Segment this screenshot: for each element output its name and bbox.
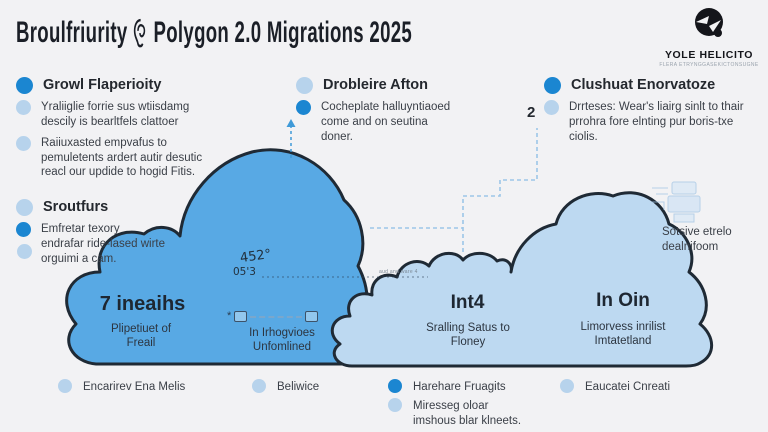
annotation-tiny-note: aud and ware 4 [379,269,418,275]
right-cloud-shape [330,191,714,368]
page-title-right: Polygon 2.0 Migrations 2025 [153,16,413,49]
section-afton: Drobleire Afton Cocheplate halluyntiaoed… [296,76,491,150]
middle-cloud-stat-label: Sralling Satus to Floney [426,322,510,349]
section-enorvatoze: Clushuat Enorvatoze Drrteses: Wear's lia… [544,76,766,150]
logo-blob-icon [695,8,723,37]
footer-label: Eaucatei Cnreati [585,381,671,393]
bullet-text: Raiiuxasted empvafus to pemuletents arde… [41,136,203,179]
up-arrow-head [286,119,296,127]
footer-label: Harehare Fruagits [413,381,506,393]
section-heading: Sroutfurs [43,199,109,215]
bullet-dot-light [388,398,402,413]
left-cloud-stat-value: 7 ineaihs [99,293,186,315]
footer-item: Harehare Fruagits Miresseg oloar imshous… [388,379,521,432]
bullet-dot-light [58,379,72,393]
brand-logo: YOLE HELICITO FLERA ETRYNGGASEKICTONSUGN… [652,6,766,68]
asterisk-icon: * [227,310,232,322]
section-heading: Clushuat Enorvatoze [571,77,716,93]
bullet-text: Drrteses: Wear's liairg sinlt to thair p… [569,101,744,143]
mini-progress-widget: * [227,310,319,322]
section-heading: Growl Flaperioity [43,77,162,93]
bullet-text: Yraliiglie forrie sus wtiisdamg descily … [41,101,190,129]
footer-item: Eaucatei Cnreati [560,379,670,398]
page-title: Broulfriurity Polygon 2.0 Migrations 202… [16,16,412,50]
bullet-dot-light [16,199,33,216]
left-cloud-stat-label: Plipetiuet of Freail [110,323,172,350]
ear-swirl-icon [133,18,146,48]
page-title-left: Broulfriurity [16,16,128,49]
left-cloud-widget-label: In Irhogvioes Unfomlined [249,327,315,354]
handwritten-annotation-bottom: 05'3 [233,266,256,278]
bullet-dot-light [16,100,31,116]
staircase-dashed-line [370,128,538,252]
widget-box-icon [234,311,248,322]
section-heading-row: Clushuat Enorvatoze [544,76,766,94]
footer-item: Encarirev Ena Melis [58,379,185,398]
bullet-item: Emfretar texory endrafar ride-lased wirt… [16,221,221,266]
bullet-dot-light [16,135,31,151]
section-heading-row: Drobleire Afton [296,76,491,94]
bullet-item: Drrteses: Wear's liairg sinlt to thair p… [544,99,766,144]
bullet-item: Cocheplate halluyntiaoed come and on seu… [296,99,491,144]
footer-label: Encarirev Ena Melis [83,381,186,393]
right-cloud-stat-label: Limorvess inrilist Imtatetland [580,321,666,348]
bullet-text: Emfretar texory endrafar ride-lased wirt… [41,223,166,265]
bullet-dot-blue [16,222,31,238]
footer-sublabel: Miresseg oloar imshous blar klneets. [413,400,522,427]
middle-cloud-stat-value: Int4 [450,292,485,313]
bullet-dot-light [252,379,266,393]
bullet-dot-light [560,379,574,393]
right-cloud-stat-value: In Oin [596,290,650,311]
bullet-dot-blue [544,77,561,94]
footer-label: Beliwice [277,381,320,393]
section-heading-row: Sroutfurs [16,198,221,216]
footer-item: Beliwice [252,379,319,398]
section-heading-row: Growl Flaperioity [16,76,256,94]
bullet-dot-blue [388,379,402,393]
bullet-dot-light [17,244,32,259]
widget-dashed-bar [250,315,303,318]
bullet-item: Yraliiglie forrie sus wtiisdamg descily … [16,99,256,129]
bullet-dot-light [296,77,313,94]
logo-tagline: FLERA ETRYNGGASEKICTONSUGNE [659,62,759,68]
step-number-label: 2 [527,104,536,121]
side-note-text: Sotsive etrelo dealnifoom [662,226,732,253]
bullet-text: Cocheplate halluyntiaoed come and on seu… [321,101,451,143]
section-heading: Drobleire Afton [323,77,428,93]
bullet-item: Raiiuxasted empvafus to pemuletents arde… [16,135,256,180]
section-sroutfurs: Sroutfurs Emfretar texory endrafar ride-… [16,198,221,272]
bullet-dot-blue [296,100,311,116]
section-flaperioity: Growl Flaperioity Yraliiglie forrie sus … [16,76,256,185]
bullet-dot-blue [16,77,33,94]
server-machine-icon [652,181,701,223]
logo-name: YOLE HELICITO [664,49,754,61]
bullet-dot-light [544,100,559,116]
widget-box-icon [305,311,319,322]
